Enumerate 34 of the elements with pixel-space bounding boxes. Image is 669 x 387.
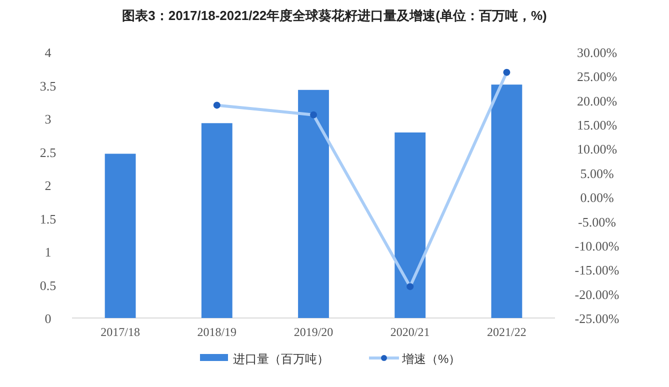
bar [491,84,522,318]
y2-tick-label: -20.00% [574,286,620,302]
y2-tick-label: 30.00% [576,45,618,60]
y-tick-label: 2.5 [40,144,56,160]
bar [201,123,232,318]
x-tick-label: 2017/18 [100,325,140,339]
y2-tick-label: -15.00% [574,262,620,278]
y-tick-label: 0.5 [40,278,56,293]
y-tick-label: 1 [44,244,52,260]
y2-tick-label: 5.00% [580,166,614,181]
legend-label: 进口量（百万吨） [233,352,329,366]
bar [394,132,426,318]
chart-title: 图表3：2017/18-2021/22年度全球葵花籽进口量及增速(单位：百万吨，%) [122,8,547,23]
y2-tick-label: -5.00% [578,214,616,230]
x-tick-label: 2018/19 [197,325,237,339]
y-tick-label: 3 [44,112,52,126]
y-tick-label: 2 [44,178,52,193]
y2-tick-label: 20.00% [576,93,618,108]
y2-tick-label: 15.00% [576,118,618,133]
y2-tick-label: 10.00% [576,142,618,157]
y-tick-label: 1.5 [40,211,56,226]
x-tick-label: 2021/22 [487,325,526,339]
bar [104,154,136,318]
y-tick-label: 4 [44,45,52,60]
bar [298,90,329,318]
y-tick-label: 3.5 [40,78,56,94]
x-tick-label: 2019/20 [294,325,334,339]
y-tick-label: 0 [44,311,52,326]
y2-tick-label: 0.00% [580,190,614,206]
y2-tick-label: -25.00% [574,311,620,326]
legend-label: 增速（%） [401,352,461,366]
y2-tick-label: -10.00% [574,238,620,254]
x-tick-label: 2020/21 [390,325,430,339]
y2-tick-label: 25.00% [576,69,618,84]
